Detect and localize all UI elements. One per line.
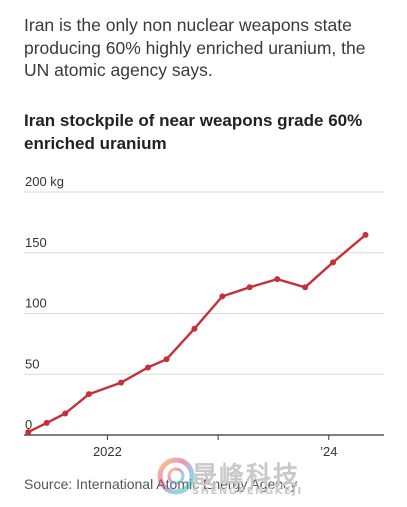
series-layer [25,231,369,436]
chart-title: Iran stockpile of near weapons grade 60%… [24,111,363,153]
y-tick-label: 200 kg [25,174,64,189]
data-point [43,419,50,426]
data-point [118,379,125,386]
data-point [145,364,152,371]
data-point [62,410,69,417]
series-line [27,233,367,434]
y-tick-label: 0 [25,417,32,432]
x-tick-label: 2022 [93,444,122,459]
data-point [191,325,198,332]
data-point [330,259,337,266]
watermark-text: 晟峰科技 [192,461,301,490]
data-point [85,391,92,398]
y-axis-tick-labels: 0 50 100 150 200 kg [25,174,64,432]
gridlines [24,191,384,436]
x-axis-ticks: 2022 ’24 [93,435,337,459]
data-point [219,293,226,300]
y-tick-label: 100 [25,296,47,311]
data-point [302,284,309,291]
chart-caption: Iran is the only non nuclear weapons sta… [24,15,366,80]
data-point [163,356,170,363]
x-tick-label: ’24 [320,444,337,459]
y-tick-label: 50 [25,356,39,371]
watermark-logo-icon [157,457,195,495]
watermark-subtext: SHENGFENGKEJI [192,486,303,497]
data-point [246,284,253,291]
data-point [25,429,32,436]
data-point [362,231,369,238]
data-point [274,276,281,283]
y-tick-label: 150 [25,235,47,250]
